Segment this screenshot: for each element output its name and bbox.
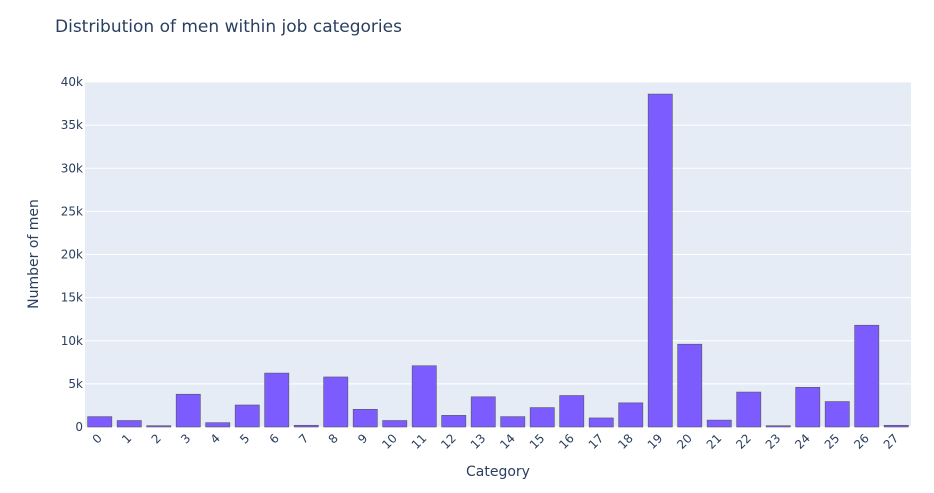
bar-category-3[interactable] xyxy=(175,393,201,428)
bar-category-22[interactable] xyxy=(736,391,762,428)
x-tick-label: 10 xyxy=(379,431,400,452)
x-tick-label: 11 xyxy=(409,431,430,452)
x-tick-label: 5 xyxy=(237,431,252,446)
bar-category-4[interactable] xyxy=(205,422,231,428)
bar-category-9[interactable] xyxy=(352,409,378,428)
bar-category-14[interactable] xyxy=(500,416,526,428)
x-tick-label: 26 xyxy=(851,431,872,452)
bar-category-20[interactable] xyxy=(677,343,703,428)
bar-category-13[interactable] xyxy=(470,396,496,428)
y-tick-label: 30k xyxy=(61,161,83,175)
bar-category-11[interactable] xyxy=(411,365,437,428)
bar-category-18[interactable] xyxy=(618,402,644,428)
y-tick-label: 15k xyxy=(61,291,83,305)
x-tick-label: 1 xyxy=(119,431,134,446)
y-axis-title: Number of men xyxy=(26,199,42,309)
bar-category-0[interactable] xyxy=(87,416,113,428)
bar-category-7[interactable] xyxy=(293,424,319,428)
x-tick-label: 12 xyxy=(438,431,459,452)
bar-category-6[interactable] xyxy=(264,372,290,428)
x-tick-label: 19 xyxy=(645,431,666,452)
bar-category-16[interactable] xyxy=(559,395,585,428)
x-tick-label: 6 xyxy=(267,431,282,446)
x-tick-label: 0 xyxy=(90,431,105,446)
x-tick-label: 22 xyxy=(733,431,754,452)
x-tick-labels: 0 1 2 3 4 5 6 7 8 9 10 11 12 13 14 15 16 17 18 19 20 21 22 23 24… xyxy=(90,431,902,452)
x-tick-label: 27 xyxy=(881,431,902,452)
y-tick-labels: 0 5k 10k 15k 20k 25k 30k 35k 40k xyxy=(61,75,83,434)
bar-category-24[interactable] xyxy=(795,387,821,428)
y-tick-label: 35k xyxy=(61,118,83,132)
bar-category-15[interactable] xyxy=(529,407,555,428)
bar-category-10[interactable] xyxy=(382,420,408,428)
x-tick-label: 3 xyxy=(178,431,193,446)
bar-category-23[interactable] xyxy=(765,425,791,428)
x-tick-label: 8 xyxy=(326,431,341,446)
x-tick-label: 14 xyxy=(497,431,518,452)
x-tick-label: 15 xyxy=(527,431,548,452)
bar-category-12[interactable] xyxy=(441,415,467,428)
bar-category-1[interactable] xyxy=(116,420,142,428)
bar-category-21[interactable] xyxy=(706,419,732,428)
y-tick-label: 25k xyxy=(61,204,83,218)
y-tick-label: 20k xyxy=(61,248,83,262)
x-tick-label: 21 xyxy=(704,431,725,452)
y-tick-label: 40k xyxy=(61,75,83,89)
x-tick-label: 24 xyxy=(792,431,813,452)
x-tick-label: 23 xyxy=(763,431,784,452)
bar-category-27[interactable] xyxy=(883,424,909,428)
chart-title: Distribution of men within job categorie… xyxy=(55,17,402,37)
x-tick-label: 20 xyxy=(674,431,695,452)
bar-category-17[interactable] xyxy=(588,417,614,428)
bar-category-2[interactable] xyxy=(146,425,172,428)
x-tick-label: 7 xyxy=(296,431,311,446)
x-tick-label: 13 xyxy=(468,431,489,452)
bar-category-26[interactable] xyxy=(854,324,880,428)
x-tick-label: 4 xyxy=(208,431,223,446)
x-tick-label: 16 xyxy=(556,431,577,452)
x-tick-label: 9 xyxy=(355,431,370,446)
x-axis-title: Category xyxy=(466,464,530,480)
bar-category-8[interactable] xyxy=(323,376,349,428)
x-tick-label: 17 xyxy=(586,431,607,452)
bar-category-19[interactable] xyxy=(647,93,673,428)
x-tick-label: 18 xyxy=(615,431,636,452)
x-tick-label: 2 xyxy=(149,431,164,446)
y-tick-label: 5k xyxy=(68,377,83,391)
y-tick-label: 0 xyxy=(75,420,83,434)
bar-category-5[interactable] xyxy=(234,404,260,428)
bar-category-25[interactable] xyxy=(824,401,850,428)
x-tick-label: 25 xyxy=(822,431,843,452)
bars xyxy=(87,93,909,428)
y-tick-label: 10k xyxy=(61,334,83,348)
